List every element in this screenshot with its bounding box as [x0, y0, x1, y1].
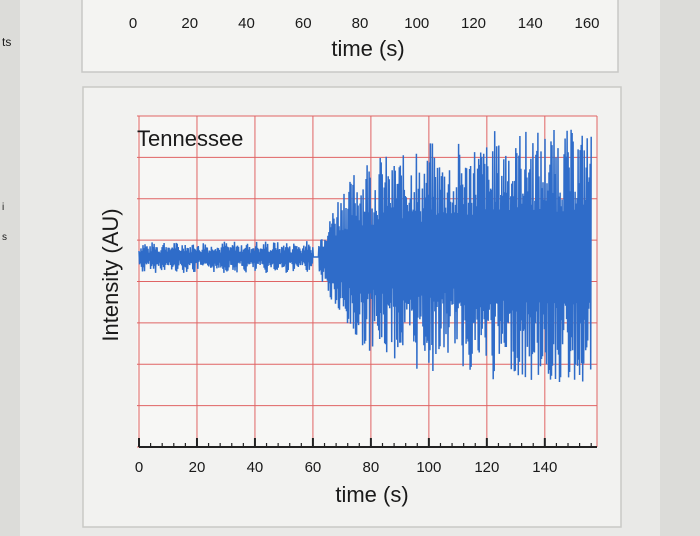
signal-line [138, 129, 592, 383]
x-tick-label: 40 [247, 459, 264, 476]
x-tick-label: 80 [363, 459, 380, 476]
y-axis-label: Intensity (AU) [98, 208, 123, 341]
x-tick-label: 120 [474, 459, 499, 476]
top-x-tick-label: 140 [518, 15, 543, 32]
top-x-axis-label: time (s) [331, 36, 404, 61]
top-x-tick-label: 20 [181, 15, 198, 32]
x-tick-label: 100 [416, 459, 441, 476]
main-chart-panel: Tennessee 0 20 40 60 80 100 120 140 time (s) In… [82, 86, 622, 528]
chart-title: Tennessee [137, 126, 243, 151]
top-x-ticks: 0 20 40 60 80 100 120 140 160 [129, 15, 600, 32]
x-tick-label: 60 [305, 459, 322, 476]
side-fragment-mid-a: i [2, 202, 4, 213]
top-x-tick-label: 160 [574, 15, 599, 32]
top-x-tick-label: 0 [129, 15, 137, 32]
side-fragment-top: ts [2, 35, 11, 49]
x-tick-label: 20 [189, 459, 206, 476]
x-tick-labels: 0 20 40 60 80 100 120 140 [135, 459, 558, 476]
x-tick-label: 140 [532, 459, 557, 476]
top-x-tick-label: 60 [295, 15, 312, 32]
x-axis-label: time (s) [335, 482, 408, 507]
top-x-tick-label: 80 [352, 15, 369, 32]
top-chart-panel: 0 20 40 60 80 100 120 140 160 time (s) [81, 0, 619, 73]
top-x-tick-label: 120 [461, 15, 486, 32]
x-tick-label: 0 [135, 459, 143, 476]
top-x-tick-label: 100 [404, 15, 429, 32]
top-x-tick-label: 40 [238, 15, 255, 32]
top-panel-frame [81, 0, 619, 73]
x-axis [138, 438, 597, 448]
side-fragment-mid-b: s [2, 232, 7, 243]
